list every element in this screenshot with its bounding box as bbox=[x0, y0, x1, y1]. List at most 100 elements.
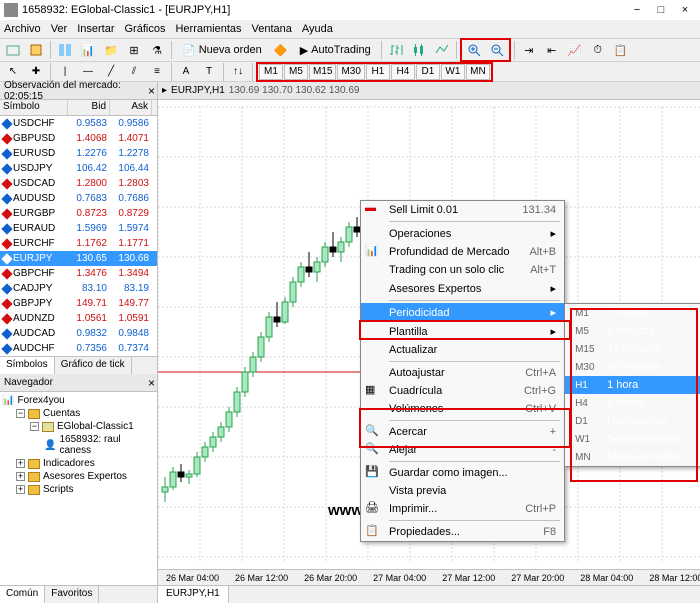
autotrading-button[interactable]: ▶ AutoTrading bbox=[293, 40, 378, 60]
ctx-depth[interactable]: 📊Profundidad de MercadoAlt+B bbox=[361, 243, 564, 261]
tab-symbols[interactable]: Símbolos bbox=[0, 357, 55, 374]
period-m30[interactable]: M3030 minutos bbox=[565, 358, 700, 376]
period-h4[interactable]: H44 horas bbox=[565, 394, 700, 412]
minimize-button[interactable]: − bbox=[626, 4, 648, 16]
channel-tool[interactable]: ⫽ bbox=[123, 62, 145, 82]
timeframe-m1[interactable]: M1 bbox=[259, 64, 283, 80]
ctx-one-click[interactable]: Trading con un solo clicAlt+T bbox=[361, 261, 564, 279]
tree-server[interactable]: − EGlobal-Classic1 bbox=[2, 420, 155, 433]
menu-tools[interactable]: Herramientas bbox=[175, 23, 241, 35]
ctx-save-image[interactable]: 💾Guardar como imagen... bbox=[361, 464, 564, 482]
ctx-experts[interactable]: Asesores Expertos▸ bbox=[361, 279, 564, 298]
tb-templates[interactable]: 📋 bbox=[610, 40, 632, 60]
ctx-periodicity[interactable]: Periodicidad▸ M11 minutoM55 minutosM1515… bbox=[361, 303, 564, 322]
close-button[interactable]: × bbox=[674, 4, 696, 16]
fibo-tool[interactable]: ≡ bbox=[146, 62, 168, 82]
cursor-tool[interactable]: ↖ bbox=[2, 62, 24, 82]
tb-metaquotes[interactable]: 🔶 bbox=[270, 40, 292, 60]
tb-navigator[interactable]: 📁 bbox=[100, 40, 122, 60]
symbol-row[interactable]: EURGBP0.87230.8729 bbox=[0, 206, 157, 221]
tab-common[interactable]: Común bbox=[0, 586, 45, 603]
tb-autoscroll[interactable]: ⇥ bbox=[518, 40, 540, 60]
timeframe-h4[interactable]: H4 bbox=[391, 64, 415, 80]
tb-bar-chart[interactable] bbox=[385, 40, 407, 60]
symbol-row[interactable]: EURCHF1.17621.1771 bbox=[0, 236, 157, 251]
text-tool[interactable]: A bbox=[175, 62, 197, 82]
ctx-print[interactable]: 🖨Imprimir...Ctrl+P bbox=[361, 500, 564, 518]
timeframe-m15[interactable]: M15 bbox=[309, 64, 336, 80]
ctx-refresh[interactable]: Actualizar bbox=[361, 341, 564, 359]
period-w1[interactable]: W1Semanalmente bbox=[565, 430, 700, 448]
col-symbol[interactable]: Símbolo bbox=[0, 100, 68, 115]
symbol-row[interactable]: GBPJPY149.71149.77 bbox=[0, 296, 157, 311]
ctx-zoom-in[interactable]: 🔍Acercar+ bbox=[361, 423, 564, 441]
symbol-row[interactable]: EURAUD1.59691.5974 bbox=[0, 221, 157, 236]
tb-periods[interactable]: ⏱ bbox=[587, 40, 609, 60]
symbol-row[interactable]: EURJPY130.65130.68 bbox=[0, 251, 157, 266]
close-panel-icon[interactable]: × bbox=[148, 376, 155, 390]
menu-charts[interactable]: Gráficos bbox=[125, 23, 166, 35]
period-m15[interactable]: M1515 minutos bbox=[565, 340, 700, 358]
timeframe-d1[interactable]: D1 bbox=[416, 64, 440, 80]
crosshair-tool[interactable]: ✚ bbox=[25, 62, 47, 82]
tb-new-chart[interactable] bbox=[2, 40, 24, 60]
new-order-button[interactable]: 📄 Nueva orden bbox=[175, 40, 269, 60]
tab-tick-chart[interactable]: Gráfico de tick bbox=[55, 357, 132, 374]
ctx-zoom-out[interactable]: 🔍Alejar- bbox=[361, 441, 564, 459]
symbol-row[interactable]: USDCAD1.28001.2803 bbox=[0, 176, 157, 191]
tb-candle-chart[interactable] bbox=[408, 40, 430, 60]
ctx-operations[interactable]: Operaciones▸ bbox=[361, 224, 564, 243]
close-panel-icon[interactable]: × bbox=[148, 84, 155, 98]
tb-data-window[interactable]: 📊 bbox=[77, 40, 99, 60]
symbol-row[interactable]: GBPCHF1.34761.3494 bbox=[0, 266, 157, 281]
tree-scripts[interactable]: + Scripts bbox=[2, 483, 155, 496]
timeframe-m5[interactable]: M5 bbox=[284, 64, 308, 80]
symbol-row[interactable]: USDCHF0.95830.9586 bbox=[0, 116, 157, 131]
tree-root[interactable]: 📊 Forex4you bbox=[2, 394, 155, 407]
tree-indicators[interactable]: + Indicadores bbox=[2, 457, 155, 470]
timeframe-h1[interactable]: H1 bbox=[366, 64, 390, 80]
tb-indicators[interactable]: 📈 bbox=[564, 40, 586, 60]
col-ask[interactable]: Ask bbox=[110, 100, 152, 115]
tb-market-watch[interactable] bbox=[54, 40, 76, 60]
ctx-template[interactable]: Plantilla▸ bbox=[361, 322, 564, 341]
period-mn[interactable]: MNMensualmente bbox=[565, 448, 700, 466]
expand-icon[interactable]: ▸ bbox=[162, 85, 167, 96]
maximize-button[interactable]: □ bbox=[650, 4, 672, 16]
ctx-volumes[interactable]: VolúmenesCtrl+V bbox=[361, 400, 564, 418]
hline-tool[interactable]: — bbox=[77, 62, 99, 82]
period-h1[interactable]: H11 hora bbox=[565, 376, 700, 394]
ctx-preview[interactable]: Vista previa bbox=[361, 482, 564, 500]
symbol-row[interactable]: USDJPY106.42106.44 bbox=[0, 161, 157, 176]
tb-shift[interactable]: ⇤ bbox=[541, 40, 563, 60]
trendline-tool[interactable]: ╱ bbox=[100, 62, 122, 82]
col-bid[interactable]: Bid bbox=[68, 100, 110, 115]
label-tool[interactable]: T bbox=[198, 62, 220, 82]
tb-line-chart[interactable] bbox=[431, 40, 453, 60]
symbol-row[interactable]: AUDNZD1.05611.0591 bbox=[0, 311, 157, 326]
tb-terminal[interactable]: ⊞ bbox=[123, 40, 145, 60]
menu-file[interactable]: Archivo bbox=[4, 23, 41, 35]
tb-profiles[interactable] bbox=[25, 40, 47, 60]
arrows-tool[interactable]: ↑↓ bbox=[227, 62, 249, 82]
tree-account[interactable]: 👤 1658932: raul caness bbox=[2, 433, 155, 457]
chart-tab-eurjpy[interactable]: EURJPY,H1 bbox=[158, 586, 229, 603]
ctx-autofit[interactable]: AutoajustarCtrl+A bbox=[361, 364, 564, 382]
tree-experts[interactable]: + Asesores Expertos bbox=[2, 470, 155, 483]
symbol-row[interactable]: AUDUSD0.76830.7686 bbox=[0, 191, 157, 206]
symbol-row[interactable]: CADJPY83.1083.19 bbox=[0, 281, 157, 296]
tree-accounts[interactable]: − Cuentas bbox=[2, 407, 155, 420]
symbol-row[interactable]: AUDCAD0.98320.9848 bbox=[0, 326, 157, 341]
menu-insert[interactable]: Insertar bbox=[77, 23, 114, 35]
tb-strategy-tester[interactable]: ⚗ bbox=[146, 40, 168, 60]
ctx-properties[interactable]: 📋Propiedades...F8 bbox=[361, 523, 564, 541]
menu-view[interactable]: Ver bbox=[51, 23, 68, 35]
menu-help[interactable]: Ayuda bbox=[302, 23, 333, 35]
tab-favorites[interactable]: Favoritos bbox=[45, 586, 99, 603]
ctx-grid[interactable]: ▦CuadrículaCtrl+G bbox=[361, 382, 564, 400]
period-m1[interactable]: M11 minuto bbox=[565, 304, 700, 322]
ctx-sell-limit[interactable]: ▬Sell Limit 0.01131.34 bbox=[361, 201, 564, 219]
symbol-row[interactable]: EURUSD1.22761.2278 bbox=[0, 146, 157, 161]
zoom-out-button[interactable] bbox=[486, 40, 508, 60]
menu-window[interactable]: Ventana bbox=[252, 23, 292, 35]
